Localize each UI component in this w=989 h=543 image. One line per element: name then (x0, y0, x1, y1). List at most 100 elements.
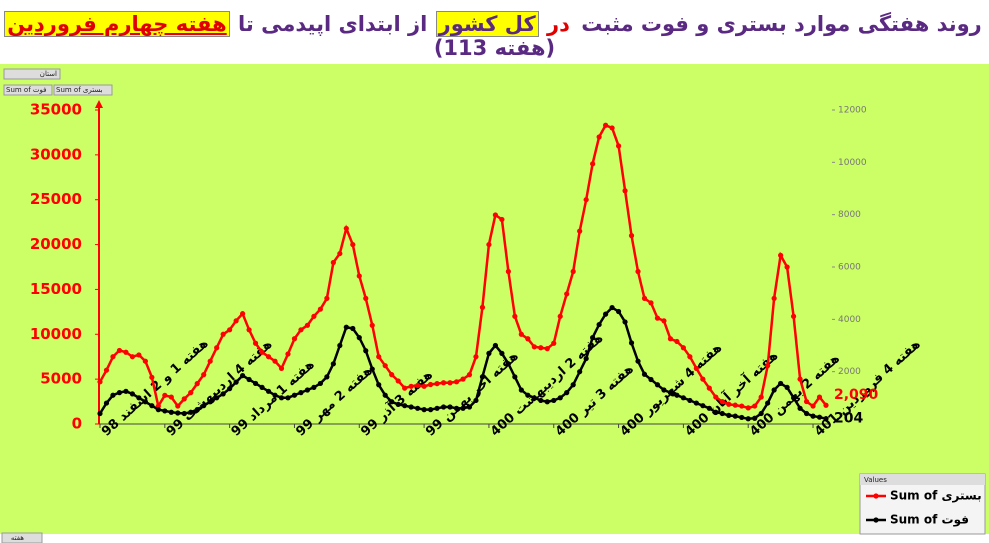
point (739, 403, 745, 409)
point (214, 345, 220, 351)
point (389, 399, 395, 405)
point (402, 403, 408, 409)
point (641, 371, 648, 377)
point (615, 308, 622, 315)
point (298, 327, 304, 333)
point (810, 413, 816, 419)
point (713, 409, 719, 415)
point (389, 372, 395, 378)
value-button-label: Sum of فوت (6, 86, 46, 94)
point (564, 390, 570, 396)
y2-tick-label: 12000 (838, 106, 867, 116)
y-tick-label: 15000 (30, 280, 82, 298)
point (732, 413, 738, 419)
point (505, 361, 511, 367)
point (661, 318, 667, 324)
point (479, 304, 486, 310)
point (577, 228, 583, 234)
point (752, 415, 758, 421)
point (155, 407, 161, 413)
point (622, 319, 628, 325)
filter-button[interactable]: استان (3, 68, 61, 80)
point (758, 394, 764, 400)
point (654, 315, 661, 321)
point (240, 311, 246, 317)
point (453, 405, 460, 411)
point (531, 395, 537, 401)
axis-button[interactable]: هفته (1, 532, 43, 543)
point (356, 335, 362, 341)
point (479, 374, 486, 380)
point (220, 391, 226, 397)
point (577, 369, 583, 375)
point (622, 188, 628, 194)
point (110, 354, 116, 360)
point (376, 354, 382, 360)
point (596, 321, 602, 328)
title-part: روند هفتگی موارد بستری و فوت مثبت (581, 12, 982, 36)
point (596, 134, 602, 140)
point (395, 401, 401, 407)
point (693, 400, 699, 406)
point (823, 402, 829, 408)
point (116, 347, 123, 354)
point (129, 391, 136, 397)
point (207, 358, 213, 364)
point (162, 408, 168, 414)
point (706, 385, 712, 391)
point (330, 259, 336, 266)
point (240, 372, 246, 379)
point (570, 268, 576, 275)
point (752, 403, 758, 409)
point (667, 390, 674, 396)
point (188, 409, 194, 415)
point (415, 382, 421, 389)
point (291, 392, 298, 398)
point (272, 392, 278, 398)
point (797, 376, 803, 382)
point (628, 233, 635, 239)
value-button[interactable]: Sum of فوت (3, 84, 53, 96)
point (324, 295, 330, 301)
plot-background (0, 64, 989, 534)
point (648, 376, 654, 383)
y2-tick-label: 4000 (838, 315, 861, 325)
point (311, 313, 317, 319)
point (512, 374, 518, 380)
point (641, 295, 648, 301)
point (201, 372, 207, 378)
point (350, 241, 356, 248)
title-part: در (547, 12, 570, 36)
point (337, 250, 343, 257)
point (136, 352, 142, 358)
point (304, 322, 311, 328)
point (784, 384, 790, 390)
point (265, 354, 272, 360)
point (402, 385, 408, 391)
legend-title: Values (864, 476, 887, 484)
point (460, 376, 466, 382)
point (298, 390, 304, 396)
point (790, 313, 797, 319)
point (395, 378, 401, 384)
point (570, 382, 576, 388)
point (719, 398, 725, 405)
point (713, 394, 719, 400)
value-button[interactable]: Sum of بستری (53, 84, 113, 96)
point (790, 395, 797, 401)
point (745, 416, 751, 422)
point (285, 351, 291, 357)
point (466, 372, 473, 378)
legend-label: Sum of بستری (890, 489, 982, 503)
point (803, 410, 810, 417)
point (330, 361, 336, 367)
point (376, 382, 382, 388)
point (726, 401, 732, 407)
point (427, 381, 434, 388)
point (103, 400, 110, 406)
point (252, 340, 259, 346)
point (590, 161, 596, 167)
y-tick-label: 5000 (40, 370, 82, 388)
